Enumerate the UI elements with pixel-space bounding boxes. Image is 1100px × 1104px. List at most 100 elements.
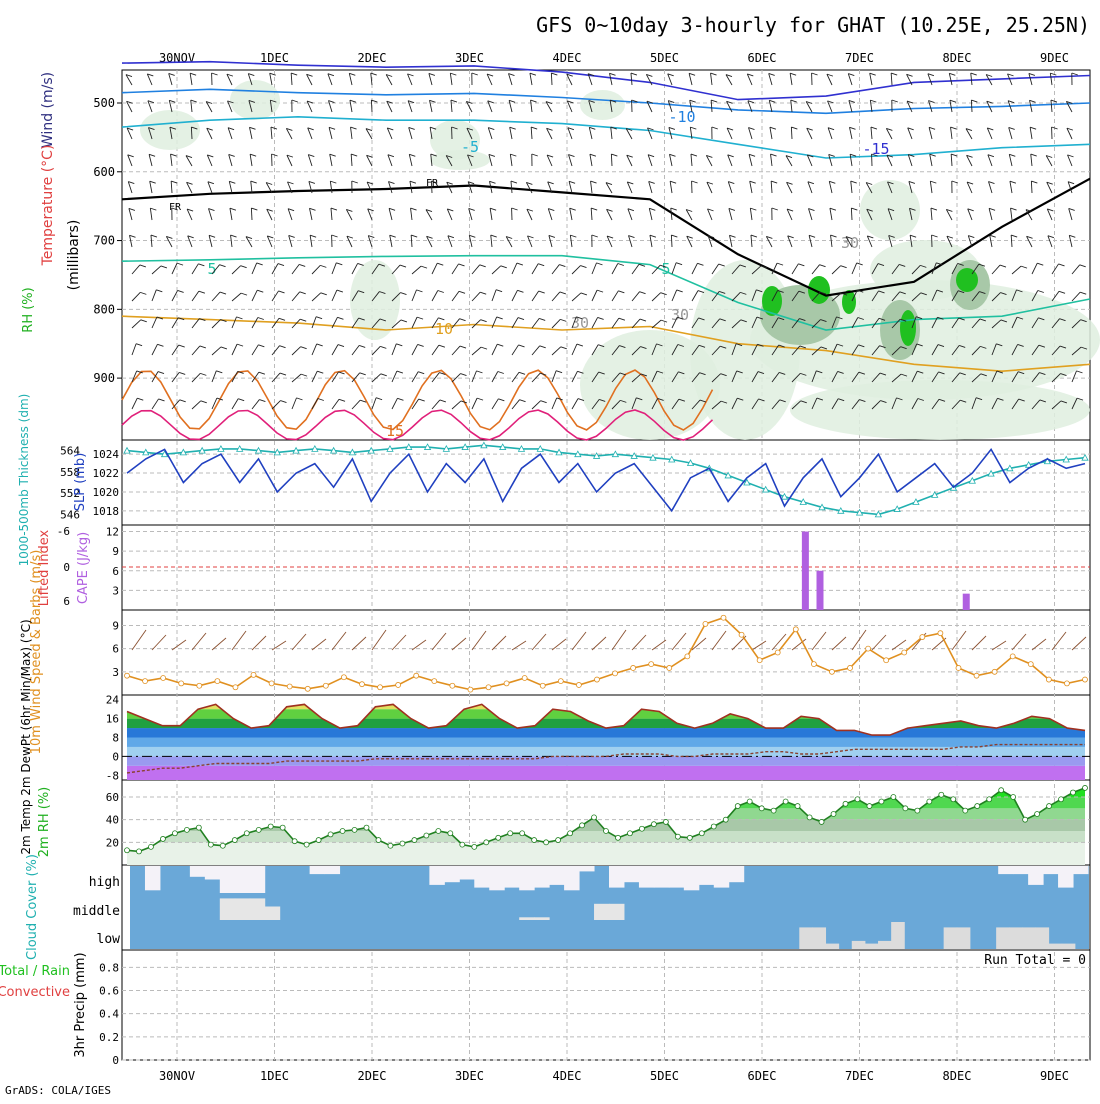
- rh-line-marker: [520, 831, 525, 836]
- rh-line-marker: [723, 817, 728, 822]
- rh-line-marker: [172, 831, 177, 836]
- rh-line-marker: [1011, 795, 1016, 800]
- cloud-clear-low: [944, 927, 958, 949]
- top-date-label: 8DEC: [943, 51, 972, 65]
- cloud-clear-low: [852, 941, 866, 949]
- cloud-clear-high: [310, 866, 325, 874]
- cloud-clear-low: [891, 922, 905, 949]
- cape-bar: [802, 532, 809, 610]
- cape-bar: [817, 571, 824, 610]
- rh-line-marker: [148, 844, 153, 849]
- cloud-clear-high: [1028, 866, 1043, 885]
- rh-shade: [790, 380, 1090, 440]
- rh-axis-label: RH (%): [21, 287, 36, 332]
- precip-tick-label: 0: [112, 1054, 119, 1067]
- cape-bar: [963, 594, 970, 610]
- cloud-clear-high: [714, 866, 729, 888]
- temp-band: [122, 728, 1090, 737]
- contour-label: 15: [386, 422, 404, 440]
- wind10-speed-line-marker: [125, 673, 130, 678]
- wind10-speed-line-marker: [703, 621, 708, 626]
- cloud-clear-low: [878, 941, 892, 949]
- wind10-speed-line-marker: [811, 662, 816, 667]
- rh-line-marker: [1059, 797, 1064, 802]
- cloud-clear-high: [1058, 866, 1073, 888]
- millibars-axis-label: (millibars): [66, 220, 82, 291]
- rh-line-marker: [1047, 804, 1052, 809]
- cloud-clear-high: [654, 866, 669, 888]
- wind10-speed-line-marker: [359, 682, 364, 687]
- rh-line-marker: [831, 812, 836, 817]
- cloud-level-label: low: [97, 932, 121, 947]
- rh-tick-label: 40: [106, 814, 119, 827]
- wind-tick-label: 9: [112, 619, 119, 632]
- bottom-date-label: 4DEC: [553, 1069, 582, 1083]
- bottom-date-label: 30NOV: [159, 1069, 195, 1083]
- temp-tick-label: 8: [112, 732, 119, 745]
- cloud-clear-middle: [250, 898, 265, 920]
- wind-barb: [671, 235, 672, 247]
- cloud-clear-high: [534, 866, 549, 888]
- bottom-date-label: 6DEC: [748, 1069, 777, 1083]
- rh-line-marker: [484, 840, 489, 845]
- wind10-speed-line-marker: [197, 683, 202, 688]
- cloud-clear-low: [957, 927, 971, 949]
- wind-tick-label: 6: [112, 643, 119, 656]
- cloud-clear-high: [624, 866, 639, 882]
- li-tick-label: 0: [63, 561, 70, 574]
- rh-line-marker: [915, 808, 920, 813]
- wind10-speed-line-marker: [161, 676, 166, 681]
- cloud-axis-label: Cloud Cover (%): [25, 854, 40, 960]
- cloud-clear-high: [684, 866, 699, 890]
- contour-label: 5: [207, 260, 216, 278]
- wind10-speed-line-marker: [432, 679, 437, 684]
- rh-line-marker: [556, 838, 561, 843]
- rh-line-marker: [232, 838, 237, 843]
- wind-barb: [191, 127, 192, 139]
- cloud-clear-high: [459, 866, 474, 880]
- wind-barb: [431, 181, 432, 193]
- wind-barb: [851, 208, 852, 220]
- temp2m-axis-label: 2m Temp 2m DewPt (6hr Min/Max) (°C): [19, 619, 33, 854]
- rh-line-marker: [1023, 817, 1028, 822]
- rh-line-marker: [879, 799, 884, 804]
- wind-barb: [371, 100, 372, 112]
- bottom-date-label: 7DEC: [845, 1069, 874, 1083]
- cloud-clear-middle: [235, 898, 250, 920]
- temp-tick-label: -8: [106, 769, 119, 782]
- wind10-speed-line-marker: [522, 676, 527, 681]
- rh-line-marker: [184, 827, 189, 832]
- rh-line-marker: [400, 841, 405, 846]
- top-date-label: 5DEC: [650, 51, 679, 65]
- rh-line-marker: [280, 825, 285, 830]
- rh-line-marker: [304, 842, 309, 847]
- rh-line-marker: [987, 797, 992, 802]
- wind10-speed-line-marker: [396, 682, 401, 687]
- rh-line-marker: [675, 834, 680, 839]
- cloud-clear-high: [250, 866, 265, 893]
- contour-label: 5: [661, 260, 670, 278]
- wind10-speed-line-marker: [323, 683, 328, 688]
- precip-tick-label: 0.6: [99, 985, 119, 998]
- wind10-speed-line-marker: [956, 665, 961, 670]
- cloud-clear-middle: [594, 904, 609, 920]
- pressure-tick-label: 800: [93, 302, 115, 316]
- rh-tick-label: 60: [106, 791, 119, 804]
- rh-line-marker: [711, 824, 716, 829]
- bottom-date-label: 8DEC: [943, 1069, 972, 1083]
- cloud-clear-low: [799, 927, 813, 949]
- wind10-speed-line-marker: [143, 679, 148, 684]
- cloud-clear-high: [549, 866, 564, 885]
- rh-line-marker: [496, 835, 501, 840]
- cape-tick-label: 6: [112, 565, 119, 578]
- cloud-clear-high: [579, 866, 594, 871]
- cloud-clear-low: [812, 927, 826, 949]
- rh-line-marker: [424, 833, 429, 838]
- precip-total-label: Total / Rain: [0, 964, 70, 979]
- wind10-speed-line-marker: [450, 683, 455, 688]
- cloud-clear-high: [190, 866, 205, 877]
- rh-shade-green: [808, 276, 830, 304]
- rh-line-marker: [783, 799, 788, 804]
- rh-shade-green: [956, 268, 978, 292]
- wind10-speed-line-marker: [920, 635, 925, 640]
